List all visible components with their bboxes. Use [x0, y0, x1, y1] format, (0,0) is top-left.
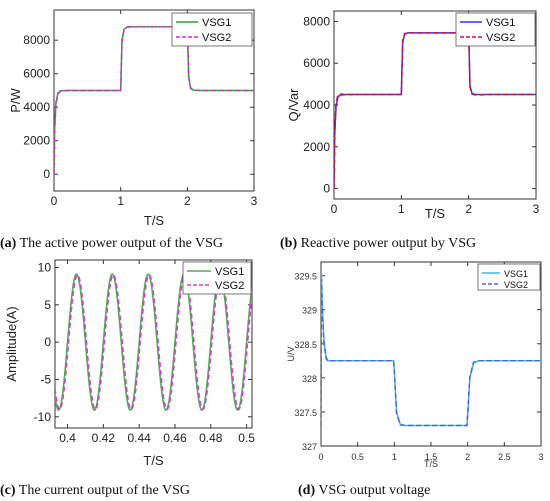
legend-label-vsg1: VSG1 — [504, 269, 528, 279]
y-tick-label: 4000 — [23, 100, 50, 114]
legend-label-vsg2: VSG2 — [202, 32, 231, 44]
y-tick-label: 4000 — [303, 98, 330, 112]
x-tick-label: 0.5 — [238, 431, 255, 445]
series-line-vsg2 — [334, 32, 536, 189]
x-tick-label: 0.46 — [163, 431, 187, 445]
legend-label-vsg1: VSG1 — [202, 17, 231, 29]
series-line-vsg2 — [54, 26, 254, 175]
x-tick-label: 0 — [318, 452, 323, 462]
series-line-vsg2 — [321, 279, 541, 427]
legend-box — [455, 12, 536, 47]
y-axis-label: Amplitude(A) — [4, 306, 19, 381]
caption-letter: (b) — [280, 236, 297, 251]
y-tick-label: 10 — [38, 260, 52, 274]
y-tick-label: 5 — [44, 298, 51, 312]
y-tick-label: 327.5 — [294, 408, 317, 418]
legend: VSG1 VSG2 — [455, 12, 536, 47]
x-tick-label: 1 — [117, 194, 124, 208]
caption-a: (a) The active power output of the VSG — [0, 236, 223, 251]
y-tick-label: -10 — [34, 410, 52, 424]
legend-box — [182, 261, 252, 295]
caption-text: The active power output of the VSG — [16, 236, 223, 251]
plot-area — [320, 261, 542, 447]
caption-text: The current output of the VSG — [16, 483, 190, 498]
y-tick-label: 6000 — [23, 67, 50, 81]
legend-box — [171, 12, 253, 47]
y-tick-label: 0 — [323, 182, 330, 196]
chart-a: 0 1 2 3 0 2000 4000 6000 8000 T/S P/W VSG1 VSG2 — [8, 9, 258, 228]
caption-text: VSG output voltage — [315, 483, 430, 498]
caption-b: (b) Reactive power output by VSG — [280, 236, 476, 251]
y-tick-label: 328 — [302, 374, 317, 384]
legend: VSG1 VSG2 — [182, 261, 252, 295]
legend-label-vsg1: VSG1 — [486, 17, 515, 29]
caption-c: (c) The current output of the VSG — [0, 483, 190, 498]
x-tick-label: 0.44 — [127, 431, 151, 445]
x-tick-label: 2 — [184, 194, 191, 208]
x-tick-label: 3 — [538, 452, 543, 462]
x-axis-label: T/S — [424, 459, 438, 469]
legend-label-vsg2: VSG2 — [486, 32, 515, 44]
y-tick-label: 329 — [302, 306, 317, 316]
x-tick-label: 1.5 — [425, 452, 438, 462]
x-tick-label: 0.48 — [199, 431, 223, 445]
y-tick-label: 6000 — [303, 56, 330, 70]
caption-letter: (a) — [0, 236, 17, 251]
legend-label-vsg2: VSG2 — [504, 280, 528, 290]
y-tick-label: 327 — [302, 442, 317, 452]
x-tick-label: 3 — [251, 194, 258, 208]
x-tick-label: 1 — [398, 202, 405, 216]
legend: VSG1 VSG2 — [171, 12, 253, 47]
caption-text: Reactive power output by VSG — [297, 236, 476, 251]
y-tick-label: 2000 — [23, 134, 50, 148]
y-tick-label: 8000 — [23, 33, 50, 47]
y-tick-label: 0 — [43, 167, 50, 181]
x-tick-label: 2 — [465, 202, 472, 216]
y-tick-label: 2000 — [303, 140, 330, 154]
x-axis-label: T/S — [144, 213, 165, 228]
y-axis-label: P/W — [8, 87, 23, 112]
y-tick-label: 328.5 — [294, 340, 317, 350]
x-axis-label: T/S — [143, 453, 164, 468]
series-line-vsg2 — [55, 274, 252, 411]
x-tick-label: 0.42 — [92, 431, 116, 445]
caption-d: (d) VSG output voltage — [298, 483, 430, 498]
caption-letter: (d) — [298, 483, 315, 498]
y-tick-label: -5 — [40, 372, 51, 386]
legend-label-vsg2: VSG2 — [215, 280, 244, 292]
chart-c: 0.4 0.42 0.44 0.46 0.48 0.5 -10 -5 0 5 10 T/S Amplit… — [4, 259, 255, 468]
y-tick-label: 0 — [44, 335, 51, 349]
chart-d: 0 0.5 1 1.5 2 2.5 3 327 327.5 328 328.5 329 329.5 T/S… — [286, 261, 544, 469]
x-tick-label: 2 — [465, 452, 470, 462]
caption-letter: (c) — [0, 483, 16, 498]
x-tick-label: 2.5 — [498, 452, 511, 462]
legend-label-vsg1: VSG1 — [215, 266, 244, 278]
x-tick-label: 0.4 — [59, 431, 76, 445]
x-tick-label: 0 — [51, 194, 58, 208]
y-axis-label: U/V — [286, 346, 296, 361]
chart-b: 0 1 2 3 0 2000 4000 6000 8000 T/S Q/Var VSG1 VSG2 — [286, 10, 540, 221]
legend-box — [477, 263, 541, 291]
y-axis-label: Q/Var — [286, 88, 301, 122]
y-tick-label: 8000 — [303, 14, 330, 28]
x-tick-label: 0 — [331, 202, 338, 216]
x-tick-label: 0.5 — [351, 452, 364, 462]
x-tick-label: 1 — [392, 452, 397, 462]
x-axis-label: T/S — [425, 206, 446, 221]
y-tick-label: 329.5 — [294, 272, 317, 282]
x-tick-label: 3 — [533, 202, 540, 216]
